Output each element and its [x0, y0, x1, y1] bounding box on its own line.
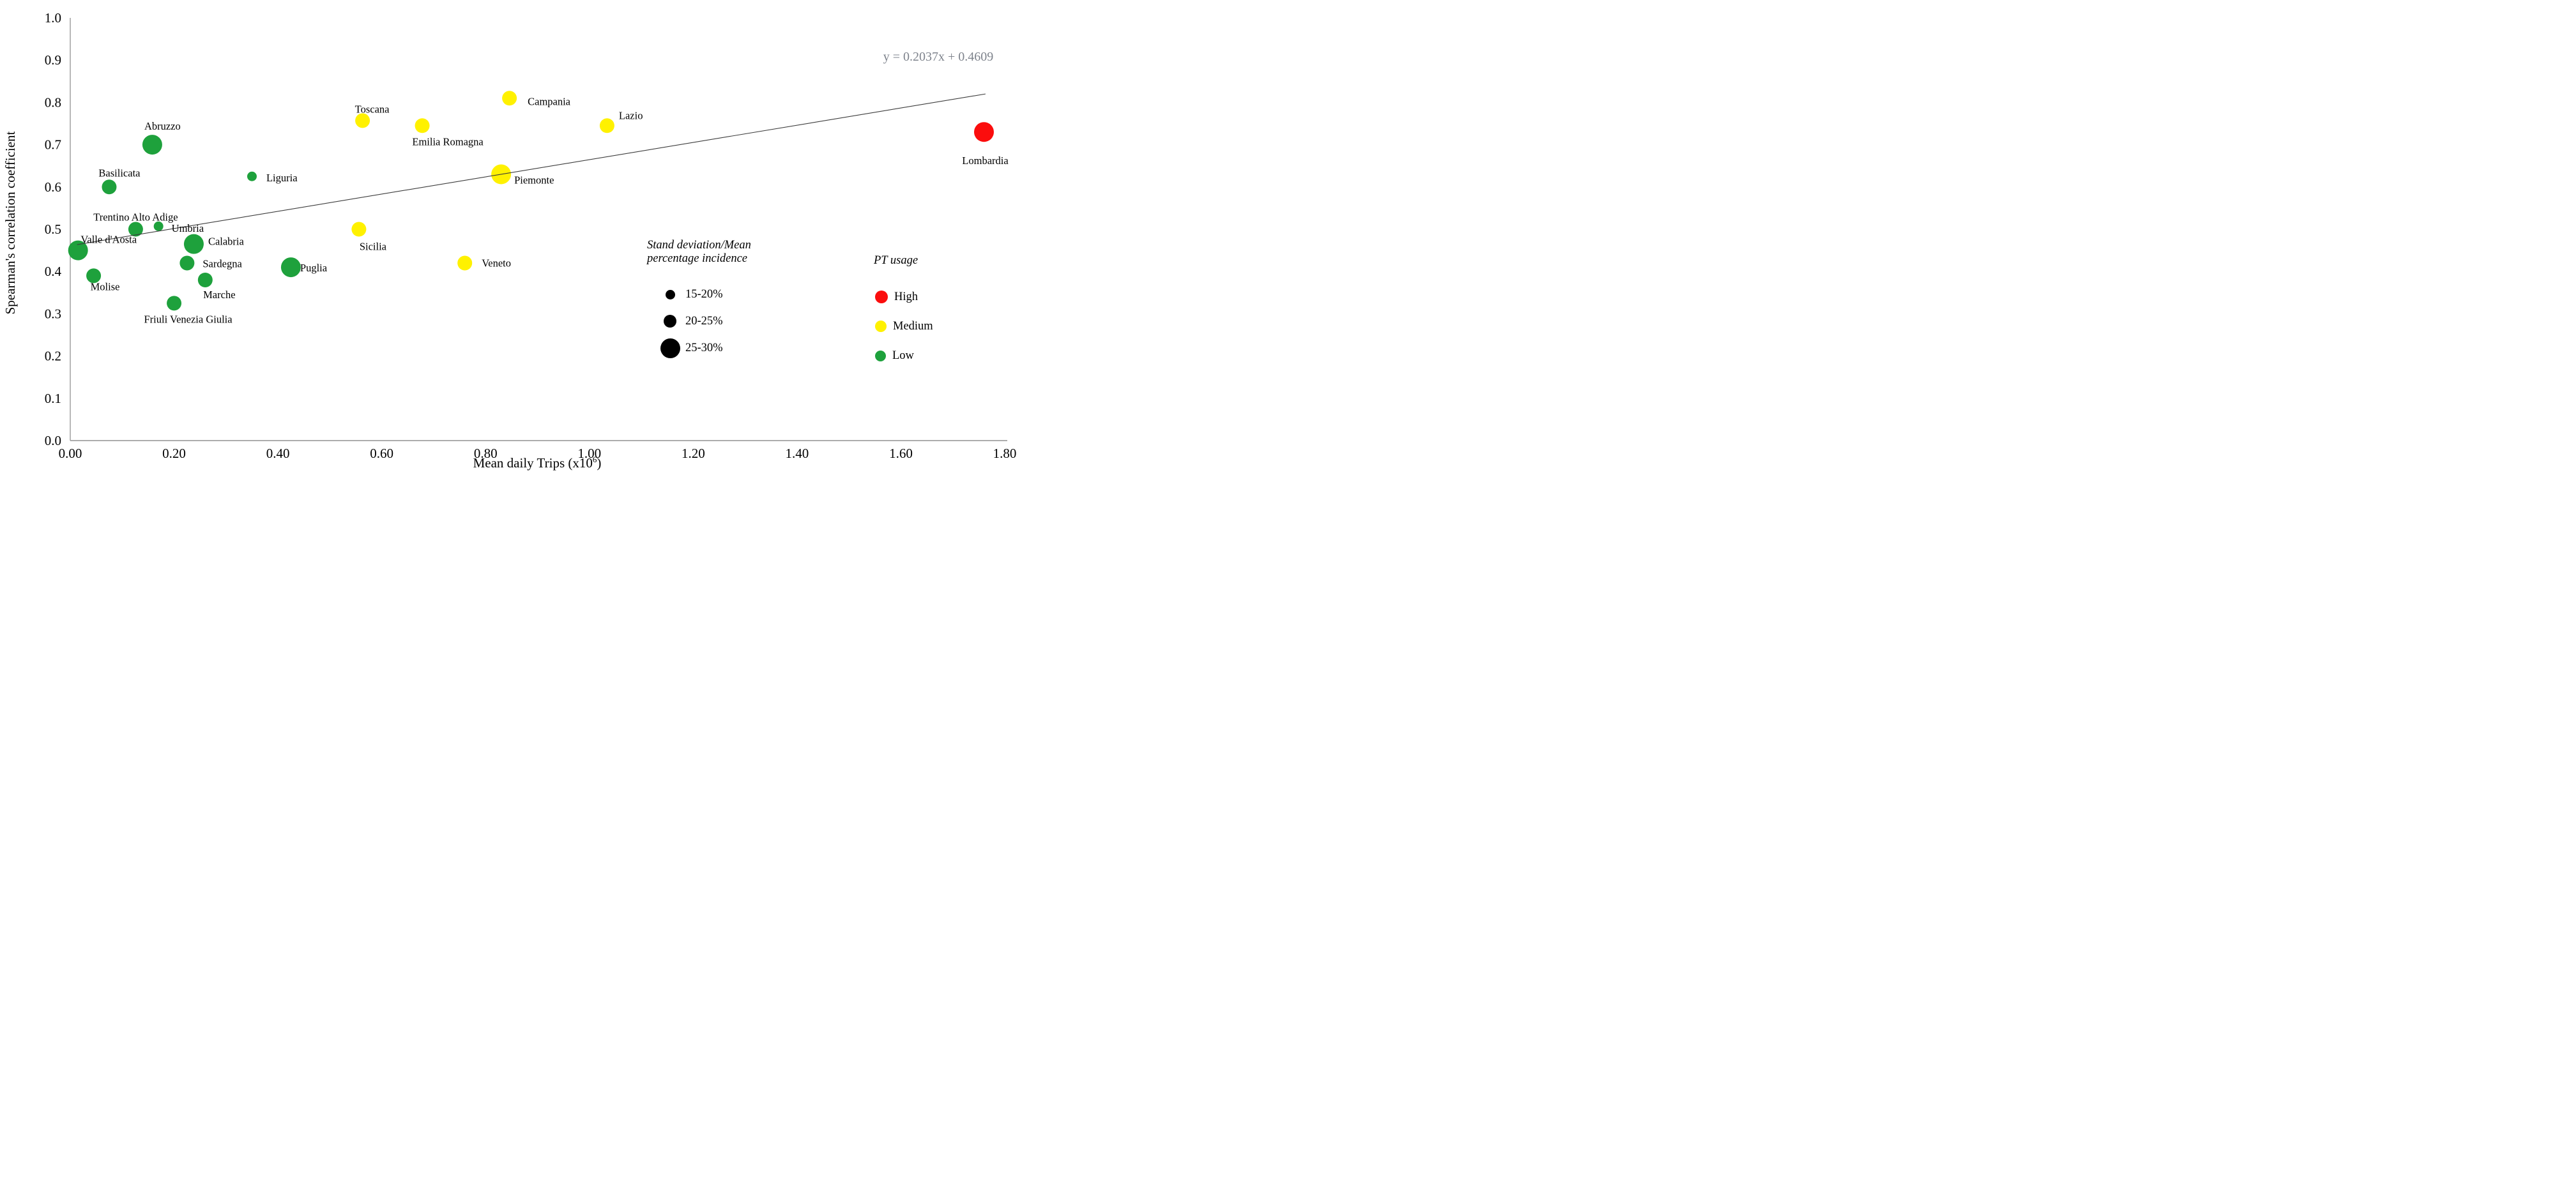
bubble-abruzzo — [142, 135, 162, 155]
point-label: Basilicata — [98, 167, 141, 179]
size-legend-label: 25-30% — [685, 341, 723, 354]
point-label: Molise — [91, 280, 120, 292]
y-tick-label: 0.6 — [45, 179, 61, 195]
y-tick-label: 0.3 — [45, 306, 61, 321]
low-usage-dot-icon — [875, 350, 886, 361]
y-tick-label: 0.4 — [45, 264, 62, 279]
bubble-calabria — [183, 234, 204, 254]
point-label: Toscana — [355, 103, 390, 115]
x-axis-title-superscript: 6 — [592, 455, 597, 464]
x-axis-title-close: ) — [597, 455, 602, 471]
bubble-trentino-alto-adige — [128, 222, 143, 237]
size-legend-title-line1: Stand deviation/Mean — [647, 239, 751, 252]
size-legend-item: 20-25% — [647, 308, 794, 335]
pt-usage-legend-label: High — [894, 290, 918, 303]
bubble-chart-figure: 0.0 0.1 0.2 0.3 0.4 0.5 0.6 0.7 0.8 0.9 1.0 0.00 0.2… — [0, 0, 1030, 472]
x-tick-label: 1.80 — [993, 446, 1017, 461]
x-tick-label: 0.40 — [266, 446, 290, 461]
bubble-umbria — [153, 221, 164, 231]
pt-usage-legend-label: Low — [892, 349, 914, 362]
size-legend-small-dot-icon — [665, 289, 675, 299]
size-legend-label: 20-25% — [685, 314, 723, 328]
pt-usage-legend-item-low: Low — [870, 343, 998, 368]
y-tick-label: 1.0 — [45, 10, 61, 26]
size-legend-large-dot-icon — [660, 338, 680, 358]
point-label: Liguria — [266, 172, 298, 184]
y-tick-label: 0.2 — [45, 349, 61, 364]
y-tick-label: 0.7 — [45, 137, 61, 153]
bubble-emilia-romagna — [415, 118, 430, 133]
point-label: Trentino Alto Adige — [93, 211, 178, 223]
size-legend-item: 25-30% — [647, 335, 794, 361]
point-label: Valle d'Aosta — [80, 234, 137, 246]
bubble-liguria — [247, 171, 257, 181]
size-legend: Stand deviation/Mean percentage incidence… — [647, 239, 794, 361]
point-label: Piemonte — [514, 174, 554, 186]
x-tick-label: 1.20 — [682, 446, 705, 461]
pt-usage-legend-label: Medium — [893, 319, 933, 333]
bubble-basilicata — [102, 179, 117, 195]
x-tick-label: 1.60 — [889, 446, 913, 461]
bubble-lazio — [599, 118, 614, 133]
bubble-friuli-venezia-giulia — [167, 296, 182, 311]
bubble-sicilia — [351, 222, 367, 237]
scatter-plot-canvas: 0.0 0.1 0.2 0.3 0.4 0.5 0.6 0.7 0.8 0.9 1.0 0.00 0.2… — [45, 10, 1017, 461]
bubble-molise — [86, 268, 102, 284]
y-axis-title: Spearman's correlation coefficient — [3, 131, 18, 315]
x-tick-label: 0.60 — [370, 446, 393, 461]
y-tick-label: 0.8 — [45, 95, 61, 110]
size-legend-title: Stand deviation/Mean percentage incidence — [647, 239, 794, 266]
bubble-valle-d-aosta — [68, 240, 88, 261]
point-label: Veneto — [482, 257, 511, 269]
y-tick-label: 0.1 — [45, 391, 61, 406]
size-legend-item: 15-20% — [647, 281, 794, 308]
pt-usage-legend-item-high: High — [870, 284, 998, 310]
point-label: Emilia Romagna — [412, 135, 484, 148]
pt-usage-legend-title: PT usage — [874, 254, 918, 267]
bubble-veneto — [457, 255, 473, 271]
bubble-sardegna — [179, 255, 195, 271]
point-label: Marche — [203, 289, 235, 301]
point-label: Sicilia — [360, 241, 387, 253]
pt-usage-legend-item-medium: Medium — [870, 314, 998, 339]
size-legend-label: 15-20% — [685, 287, 723, 301]
y-tick-label: 0.5 — [45, 222, 61, 237]
x-tick-label: 1.00 — [577, 446, 601, 461]
medium-usage-dot-icon — [875, 321, 887, 332]
point-label: Campania — [528, 95, 571, 107]
trendline-equation-label: y = 0.2037x + 0.4609 — [883, 50, 994, 64]
bubble-marche — [197, 272, 213, 287]
point-label: Umbria — [172, 222, 204, 234]
x-tick-label: 0.20 — [162, 446, 186, 461]
size-legend-medium-dot-icon — [664, 315, 676, 328]
x-axis-title: Mean daily Trips (x106) — [377, 455, 697, 471]
point-label: Puglia — [300, 262, 328, 274]
x-axis-title-text: Mean daily Trips (x10 — [473, 455, 593, 471]
bubble-lombardia — [973, 122, 994, 142]
pt-usage-legend: PT usage High Medium Low — [870, 254, 998, 372]
point-label: Friuli Venezia Giulia — [144, 313, 233, 325]
y-tick-label: 0.0 — [45, 433, 61, 448]
point-label: Sardegna — [202, 257, 242, 269]
point-label: Lombardia — [962, 155, 1009, 167]
x-tick-label: 0.00 — [59, 446, 82, 461]
x-tick-label: 1.40 — [786, 446, 809, 461]
bubble-campania — [502, 91, 517, 106]
size-legend-title-line2: percentage incidence — [647, 252, 747, 265]
point-label: Abruzzo — [144, 120, 181, 132]
y-tick-label: 0.9 — [45, 52, 61, 68]
x-tick-label: 0.80 — [474, 446, 498, 461]
point-label: Lazio — [619, 109, 643, 121]
bubble-toscana — [355, 113, 370, 128]
point-label: Calabria — [208, 236, 245, 248]
bubble-puglia — [280, 257, 301, 278]
trend-line — [77, 93, 986, 245]
high-usage-dot-icon — [875, 291, 888, 303]
